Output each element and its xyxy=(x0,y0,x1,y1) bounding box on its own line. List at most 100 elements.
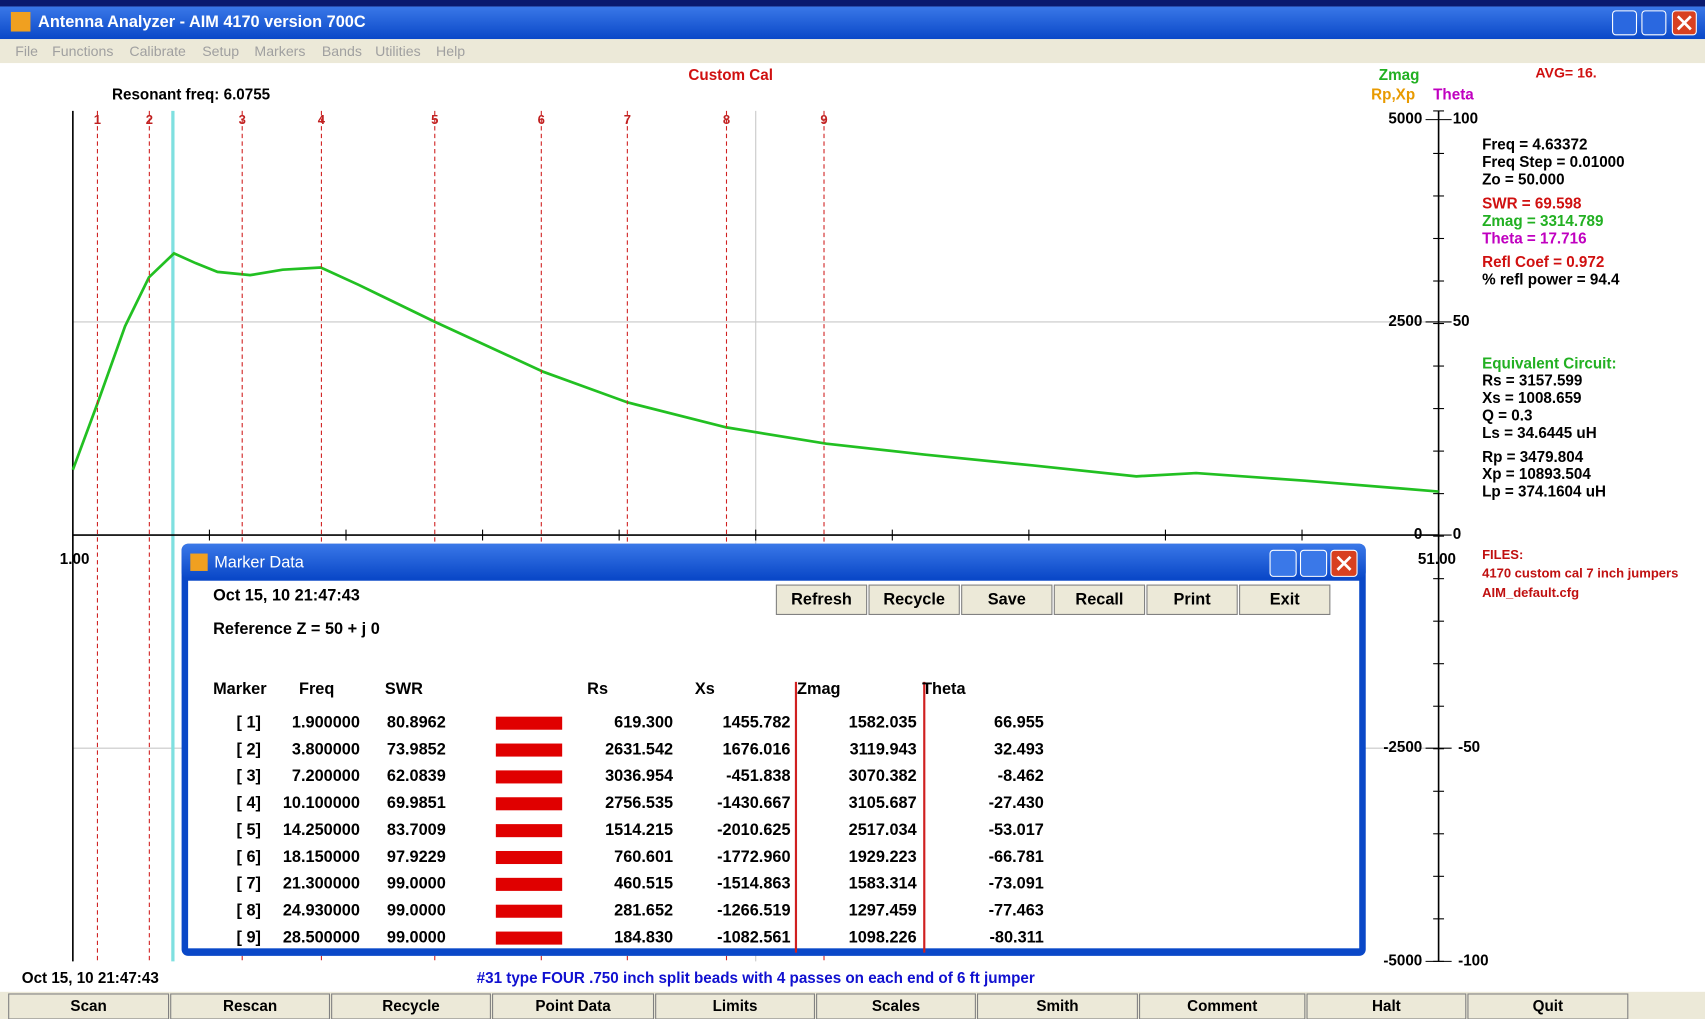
dialog-button[interactable] xyxy=(1053,584,1146,615)
button[interactable] xyxy=(1139,993,1306,1019)
cell: 1582.035 xyxy=(849,714,917,732)
equivalent-line: Q = 0.3 xyxy=(1482,408,1532,425)
menu-item[interactable]: Help xyxy=(436,43,465,59)
marker-number: 8 xyxy=(723,112,730,127)
cell: 62.0839 xyxy=(387,767,446,785)
button[interactable] xyxy=(816,993,976,1019)
timestamp: Oct 15, 10 21:47:43 xyxy=(22,970,159,987)
readout-line: Freq = 4.63372 xyxy=(1482,137,1587,154)
dialog-button-label[interactable]: Exit xyxy=(1270,591,1300,609)
cell: -53.017 xyxy=(989,821,1044,839)
menu-item[interactable]: Calibrate xyxy=(129,43,186,59)
cell: 281.652 xyxy=(614,902,673,920)
button[interactable] xyxy=(170,993,331,1019)
dialog-button[interactable] xyxy=(868,584,960,615)
button-label[interactable]: Recycle xyxy=(382,998,440,1015)
close-icon xyxy=(1336,555,1352,571)
cell: 184.830 xyxy=(614,928,673,946)
column-header: Zmag xyxy=(797,680,840,698)
dialog-button[interactable] xyxy=(775,584,868,615)
cell: 3105.687 xyxy=(849,794,917,812)
button[interactable] xyxy=(8,993,170,1019)
app-icon xyxy=(10,11,31,32)
cell: 3119.943 xyxy=(850,740,917,758)
swr-bar xyxy=(495,877,563,891)
dialog-button-label[interactable]: Print xyxy=(1174,591,1212,609)
equivalent-line: Lp = 374.1604 uH xyxy=(1482,484,1606,501)
dialog-button-label[interactable]: Recall xyxy=(1075,591,1123,609)
minimize-button[interactable] xyxy=(1612,10,1638,36)
button-label[interactable]: Quit xyxy=(1533,998,1563,1015)
dialog-body xyxy=(188,580,1360,949)
cell: [ 5] xyxy=(237,821,261,839)
button[interactable] xyxy=(492,993,655,1019)
cell: 18.150000 xyxy=(283,848,360,866)
restore-button[interactable] xyxy=(1641,10,1667,36)
menu-item[interactable]: Functions xyxy=(52,43,113,59)
dialog-button-label[interactable]: Save xyxy=(988,591,1026,609)
menu-item[interactable]: Setup xyxy=(202,43,239,59)
dialog-button[interactable] xyxy=(961,584,1053,615)
marker-number: 3 xyxy=(239,112,246,127)
cell: [ 9] xyxy=(237,928,261,946)
dialog-button[interactable] xyxy=(1239,584,1331,615)
swr-bar xyxy=(495,743,563,757)
cell: 1098.226 xyxy=(849,928,917,946)
menu-item[interactable]: Bands xyxy=(322,43,362,59)
readout-line: SWR = 69.598 xyxy=(1482,195,1581,212)
cell: 1297.459 xyxy=(849,902,917,920)
column-header: Theta xyxy=(922,680,966,698)
right-tick-label: 100 xyxy=(1453,111,1478,128)
button[interactable] xyxy=(331,993,491,1019)
cell: [ 3] xyxy=(237,767,261,785)
right-tick-label: 0 xyxy=(1453,526,1461,543)
button-label[interactable]: Halt xyxy=(1372,998,1401,1015)
menu-item[interactable]: Markers xyxy=(254,43,305,59)
dialog-window-button[interactable] xyxy=(1299,549,1328,577)
zmag-trace xyxy=(71,251,1439,493)
button[interactable] xyxy=(1467,993,1629,1019)
equivalent-line: Ls = 34.6445 uH xyxy=(1482,425,1597,442)
cell: 80.8962 xyxy=(387,714,446,732)
file-line: 4170 custom cal 7 inch jumpers xyxy=(1482,566,1678,581)
button-label[interactable]: Scan xyxy=(70,998,106,1015)
button[interactable] xyxy=(655,993,815,1019)
cell: 99.0000 xyxy=(387,902,446,920)
button-label[interactable]: Comment xyxy=(1187,998,1257,1015)
button-label[interactable]: Rescan xyxy=(223,998,277,1015)
cell: 1676.016 xyxy=(723,740,791,758)
button-label[interactable]: Point Data xyxy=(535,998,611,1015)
avg-label: AVG= 16. xyxy=(1535,65,1596,81)
button[interactable] xyxy=(1306,993,1467,1019)
button-label[interactable]: Smith xyxy=(1036,998,1078,1015)
menu-item[interactable]: Utilities xyxy=(375,43,421,59)
cell: -1082.561 xyxy=(717,928,790,946)
button[interactable] xyxy=(977,993,1138,1019)
column-header: Rs xyxy=(587,680,608,698)
column-header: SWR xyxy=(385,680,423,698)
menu-item[interactable]: File xyxy=(15,43,38,59)
dialog-button-label[interactable]: Recycle xyxy=(883,591,945,609)
button-label[interactable]: Scales xyxy=(872,998,920,1015)
dialog-button-label[interactable]: Refresh xyxy=(791,591,852,609)
dialog-window-button[interactable] xyxy=(1269,549,1297,577)
equivalent-line: Xs = 1008.659 xyxy=(1482,390,1581,407)
readout-line: Refl Coef = 0.972 xyxy=(1482,254,1604,271)
swr-bar xyxy=(495,824,563,838)
window-title: Antenna Analyzer - AIM 4170 version 700C xyxy=(38,13,366,31)
cell: -73.091 xyxy=(989,875,1044,893)
swr-bar xyxy=(495,797,563,811)
dialog-button[interactable] xyxy=(1146,584,1238,615)
cell: 21.300000 xyxy=(283,875,360,893)
cell: [ 8] xyxy=(237,902,261,920)
dialog-title: Marker Data xyxy=(214,554,305,572)
cell: 1514.215 xyxy=(605,821,673,839)
cell: -1772.960 xyxy=(717,848,790,866)
cell: 3036.954 xyxy=(605,767,673,785)
menu-bar xyxy=(0,39,1705,64)
button-label[interactable]: Limits xyxy=(713,998,758,1015)
marker-number: 2 xyxy=(146,112,153,127)
right-tick-label: -100 xyxy=(1458,952,1488,969)
cell: 24.930000 xyxy=(283,902,360,920)
